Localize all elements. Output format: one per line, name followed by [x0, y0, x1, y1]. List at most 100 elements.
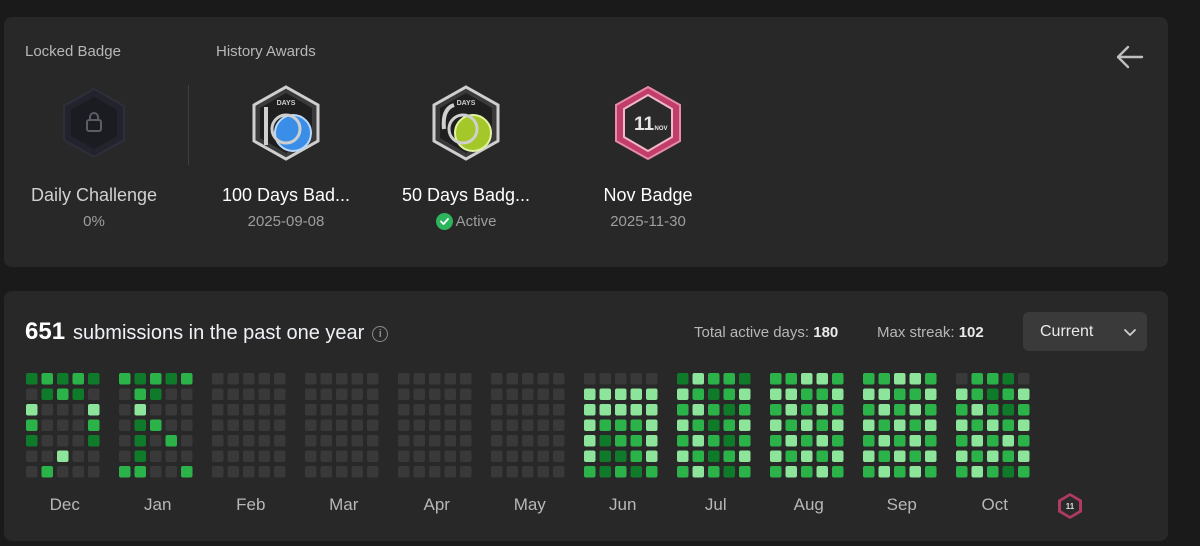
heatmap-cell[interactable]: [584, 388, 596, 401]
heatmap-cell[interactable]: [646, 435, 658, 447]
heatmap-cell[interactable]: [770, 450, 782, 463]
heatmap-cell[interactable]: [165, 435, 178, 447]
heatmap-cell[interactable]: [708, 435, 720, 447]
heatmap-cell[interactable]: [243, 435, 255, 447]
heatmap-cell[interactable]: [971, 404, 984, 416]
heatmap-cell[interactable]: [692, 435, 705, 447]
heatmap-cell[interactable]: [444, 388, 457, 401]
heatmap-cell[interactable]: [801, 373, 813, 385]
heatmap-cell[interactable]: [615, 419, 627, 432]
heatmap-cell[interactable]: [863, 404, 875, 416]
heatmap-cell[interactable]: [1002, 388, 1015, 401]
heatmap-cell[interactable]: [522, 435, 534, 447]
heatmap-cell[interactable]: [971, 435, 984, 447]
heatmap-cell[interactable]: [181, 404, 193, 416]
heatmap-cell[interactable]: [165, 404, 178, 416]
heatmap-cell[interactable]: [243, 373, 255, 385]
heatmap-cell[interactable]: [72, 419, 85, 432]
heatmap-cell[interactable]: [584, 450, 596, 463]
heatmap-cell[interactable]: [41, 450, 54, 463]
heatmap-cell[interactable]: [72, 404, 85, 416]
heatmap-cell[interactable]: [801, 435, 813, 447]
heatmap-cell[interactable]: [41, 419, 54, 432]
heatmap-cell[interactable]: [88, 388, 100, 401]
heatmap-cell[interactable]: [692, 373, 705, 385]
heatmap-cell[interactable]: [460, 435, 472, 447]
heatmap-cell[interactable]: [723, 419, 736, 432]
heatmap-cell[interactable]: [119, 450, 131, 463]
heatmap-cell[interactable]: [181, 419, 193, 432]
heatmap-cell[interactable]: [677, 419, 689, 432]
heatmap-cell[interactable]: [878, 450, 891, 463]
heatmap-cell[interactable]: [909, 450, 922, 463]
heatmap-cell[interactable]: [553, 466, 565, 478]
heatmap-cell[interactable]: [863, 373, 875, 385]
heatmap-cell[interactable]: [181, 466, 193, 478]
heatmap-cell[interactable]: [909, 419, 922, 432]
heatmap-cell[interactable]: [212, 388, 224, 401]
heatmap-cell[interactable]: [506, 404, 519, 416]
heatmap-cell[interactable]: [956, 373, 968, 385]
heatmap-cell[interactable]: [723, 466, 736, 478]
heatmap-cell[interactable]: [460, 404, 472, 416]
heatmap-cell[interactable]: [863, 450, 875, 463]
heatmap-cell[interactable]: [770, 388, 782, 401]
heatmap-cell[interactable]: [351, 466, 364, 478]
heatmap-cell[interactable]: [925, 404, 937, 416]
heatmap-cell[interactable]: [305, 450, 317, 463]
heatmap-cell[interactable]: [227, 419, 240, 432]
heatmap-cell[interactable]: [1018, 373, 1030, 385]
heatmap-cell[interactable]: [863, 388, 875, 401]
heatmap-cell[interactable]: [878, 466, 891, 478]
heatmap-cell[interactable]: [227, 450, 240, 463]
heatmap-cell[interactable]: [925, 466, 937, 478]
heatmap-cell[interactable]: [553, 388, 565, 401]
heatmap-cell[interactable]: [320, 466, 333, 478]
heatmap-cell[interactable]: [956, 404, 968, 416]
heatmap-cell[interactable]: [398, 450, 410, 463]
heatmap-cell[interactable]: [274, 435, 286, 447]
heatmap-cell[interactable]: [367, 373, 379, 385]
heatmap-cell[interactable]: [367, 435, 379, 447]
heatmap-cell[interactable]: [119, 404, 131, 416]
heatmap-cell[interactable]: [336, 419, 348, 432]
heatmap-cell[interactable]: [878, 404, 891, 416]
heatmap-cell[interactable]: [863, 419, 875, 432]
heatmap-cell[interactable]: [119, 466, 131, 478]
heatmap-cell[interactable]: [522, 404, 534, 416]
heatmap-cell[interactable]: [801, 388, 813, 401]
heatmap-cell[interactable]: [1018, 388, 1030, 401]
heatmap-cell[interactable]: [243, 404, 255, 416]
heatmap-cell[interactable]: [692, 419, 705, 432]
heatmap-cell[interactable]: [398, 466, 410, 478]
heatmap-cell[interactable]: [894, 419, 906, 432]
heatmap-cell[interactable]: [553, 419, 565, 432]
heatmap-cell[interactable]: [987, 450, 999, 463]
heatmap-cell[interactable]: [243, 419, 255, 432]
heatmap-cell[interactable]: [57, 419, 69, 432]
heatmap-cell[interactable]: [212, 450, 224, 463]
heatmap-cell[interactable]: [1018, 435, 1030, 447]
heatmap-cell[interactable]: [506, 419, 519, 432]
heatmap-cell[interactable]: [987, 373, 999, 385]
heatmap-cell[interactable]: [909, 373, 922, 385]
heatmap-cell[interactable]: [692, 450, 705, 463]
heatmap-cell[interactable]: [181, 388, 193, 401]
heatmap-cell[interactable]: [243, 466, 255, 478]
heatmap-cell[interactable]: [57, 373, 69, 385]
heatmap-cell[interactable]: [971, 373, 984, 385]
heatmap-cell[interactable]: [584, 419, 596, 432]
heatmap-cell[interactable]: [739, 435, 751, 447]
heatmap-cell[interactable]: [320, 435, 333, 447]
heatmap-cell[interactable]: [119, 435, 131, 447]
heatmap-cell[interactable]: [553, 450, 565, 463]
heatmap-cell[interactable]: [212, 373, 224, 385]
heatmap-cell[interactable]: [429, 466, 441, 478]
heatmap-cell[interactable]: [398, 373, 410, 385]
heatmap-cell[interactable]: [491, 373, 503, 385]
heatmap-cell[interactable]: [677, 466, 689, 478]
heatmap-cell[interactable]: [444, 466, 457, 478]
heatmap-cell[interactable]: [134, 404, 147, 416]
heatmap-cell[interactable]: [785, 435, 798, 447]
heatmap-cell[interactable]: [491, 450, 503, 463]
